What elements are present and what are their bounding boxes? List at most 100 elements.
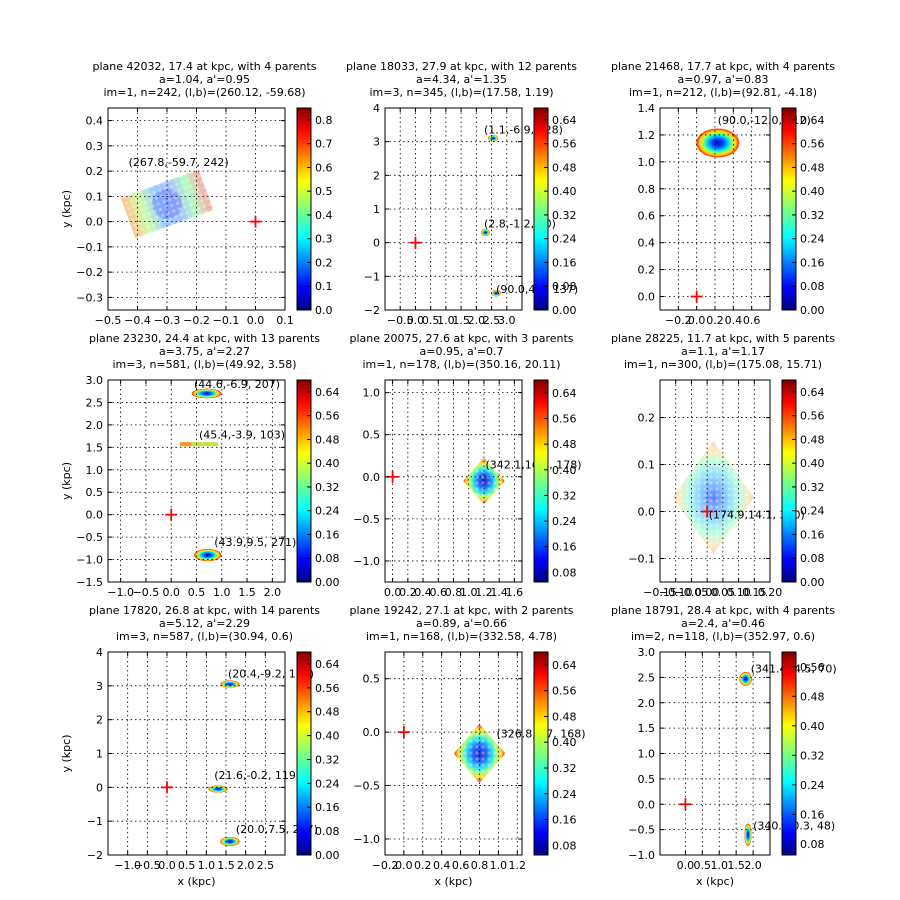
colorbar-tick-label: 0.40 [800,720,825,733]
y-tick-label: 3 [373,136,380,149]
panel-1: plane 42032, 17.4 at kpc, with 4 parents… [60,60,333,327]
colorbar-tick-label: 0.48 [315,706,340,719]
source-ellipse [220,680,240,688]
source-blob [695,128,740,158]
x-tick-label: 0.8 [471,859,489,872]
plot-area [660,652,770,855]
colorbar-tick-label: 0.40 [552,185,577,198]
colorbar-tick-label: 0.56 [800,661,825,674]
y-tick-label: −1.0 [353,833,380,846]
panel-title-line: im=1, n=178, (l,b)=(350.16, 20.11) [362,358,560,371]
colorbar-tick-label: 0.4 [315,209,333,222]
colorbar-tick-label: 0.48 [315,433,340,446]
y-tick-label: 0.2 [638,264,656,277]
panel-title-line: im=1, n=300, (l,b)=(175.08, 15.71) [624,358,822,371]
source-blob [487,134,499,142]
x-tick-label: 0.6 [452,859,470,872]
colorbar-tick-label: 0.16 [552,814,577,827]
origin-marker [409,236,422,249]
x-tick-label: 0.2 [706,314,724,327]
source-ellipse [193,548,222,562]
colorbar-tick-label: 0.56 [552,412,577,425]
panel-title-line: im=2, n=118, (l,b)=(352.97, 0.6) [631,630,815,643]
x-tick-label: −0.5 [387,314,414,327]
y-tick-label: 0.0 [638,798,656,811]
colorbar-tick-label: 0.24 [315,505,340,518]
origin-marker [690,290,703,303]
y-tick-label: −0.5 [76,531,103,544]
panel-4: plane 23230, 24.4 at kpc, with 13 parent… [60,332,340,599]
colorbar-tick-label: 0.64 [315,658,340,671]
x-tick-label: 0.05 [711,586,736,599]
y-tick-label: 2.0 [86,419,104,432]
colorbar-tick-label: 0.16 [800,808,825,821]
x-tick-label: 1.5 [217,859,235,872]
x-tick-label: 0.0 [395,859,413,872]
colorbar [533,651,549,856]
source-line-end [180,442,192,447]
panel-title-line: plane 23230, 24.4 at kpc, with 13 parent… [89,332,320,345]
axes-frame [384,651,523,856]
x-tick-label: 0.0 [247,314,265,327]
colorbar-tick-label: 0.32 [315,753,340,766]
y-tick-label: 0.0 [86,216,104,229]
x-tick-label: 0.0 [407,314,425,327]
y-tick-label: 0.2 [86,165,104,178]
source-blob [193,548,222,562]
y-tick-label: 1.5 [86,441,104,454]
y-tick-label: 3 [96,680,103,693]
colorbar-tick-label: 0.48 [552,438,577,451]
source-blob [739,671,753,687]
y-tick-label: −0.5 [628,824,655,837]
colorbar-tick-label: 0.16 [315,801,340,814]
y-tick-label: −0.5 [353,780,380,793]
colorbar-tick-label: 0.16 [552,541,577,554]
source-annotation: (43.9,9.5, 271) [214,536,296,549]
x-tick-label: 1.2 [509,859,527,872]
colorbar-tick-label: 0.56 [315,682,340,695]
colorbar-tick-label: 0.00 [315,576,340,589]
plot-area [108,108,285,310]
colorbar-tick-label: 0.40 [315,457,340,470]
y-tick-label: 0.0 [86,509,104,522]
y-tick-label: 0.8 [638,183,656,196]
y-tick-label: 0.3 [86,140,104,153]
panel-9: plane 18791, 28.4 at kpc, with 4 parents… [611,604,837,888]
x-tick-label: 0.2 [414,859,432,872]
origin-marker [397,726,410,739]
origin-marker [701,505,714,518]
x-tick-label: −1.0 [107,586,134,599]
y-tick-label: 2.0 [638,697,656,710]
panel-title-line: a=1.04, a'=0.95 [159,73,250,86]
x-tick-label: 1.0 [460,586,478,599]
origin-marker [161,781,173,794]
x-tick-label: 0.2 [399,586,417,599]
colorbar-tick-label: 0.32 [315,481,340,494]
x-tick-label: −0.3 [154,314,181,327]
grid [660,380,770,582]
panel-title-line: a=1.1, a'=1.17 [681,345,765,358]
x-tick-label: 0.5 [422,314,440,327]
source-blob [672,441,755,554]
y-tick-label: 1.0 [638,156,656,169]
colorbar-tick-label: 0.00 [315,849,340,862]
colorbar [533,379,549,583]
x-tick-label: 0.0 [162,586,180,599]
grid [108,380,285,582]
plot-area [108,652,285,855]
colorbar-tick-label: 0.00 [800,576,825,589]
x-tick-label: 0.0 [677,859,695,872]
x-tick-label: 1.0 [437,314,455,327]
panel-6: plane 28225, 11.7 at kpc, with 5 parents… [611,332,835,599]
panel-title-line: a=4.34, a'=1.35 [416,73,507,86]
y-tick-label: 0.0 [363,726,381,739]
colorbar-tick-label: 0.6 [315,161,333,174]
colorbar-tick-label: 0.40 [800,457,825,470]
colorbar-tick-label: 0.32 [552,209,577,222]
y-axis-label: y (kpc) [60,462,73,500]
x-tick-label: 1.5 [238,586,256,599]
x-tick-label: 2.0 [264,586,282,599]
colorbar-tick-label: 0.40 [552,736,577,749]
y-tick-label: 0.4 [86,115,104,128]
x-tick-label: −1.0 [114,859,141,872]
